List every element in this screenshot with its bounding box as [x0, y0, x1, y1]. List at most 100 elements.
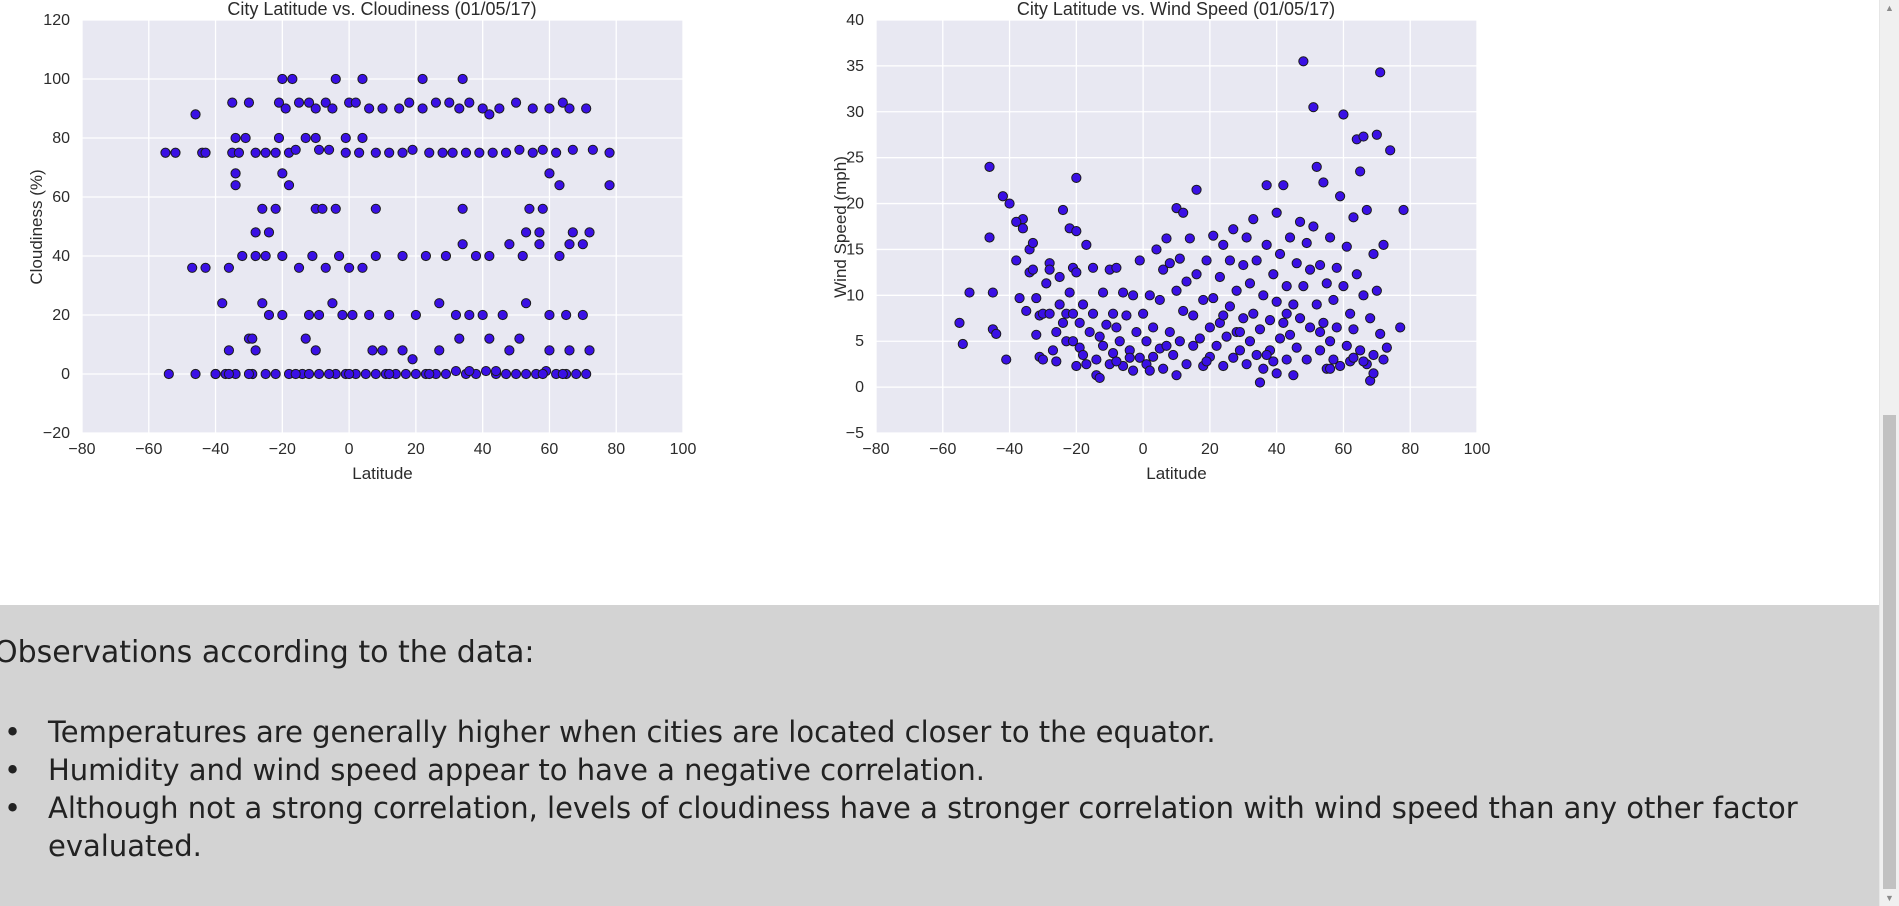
- data-point: [1258, 363, 1269, 374]
- scroll-down-arrow-icon[interactable]: ▼: [1885, 893, 1894, 903]
- observation-text: Temperatures are generally higher when c…: [48, 715, 1216, 749]
- scroll-up-arrow-icon[interactable]: ▲: [1885, 3, 1894, 13]
- data-point: [303, 368, 315, 380]
- x-tick-label: 80: [1401, 441, 1419, 458]
- data-point: [1211, 340, 1222, 351]
- data-point: [964, 287, 975, 298]
- data-point: [1284, 232, 1296, 243]
- data-point: [384, 309, 395, 321]
- data-point: [1067, 336, 1079, 347]
- data-point: [1198, 294, 1209, 306]
- y-tick-label: 30: [846, 104, 864, 121]
- x-tick-label: −60: [135, 441, 162, 458]
- data-point: [1044, 264, 1055, 275]
- data-point: [1324, 232, 1336, 243]
- data-point: [1171, 285, 1182, 296]
- data-point: [1381, 342, 1392, 353]
- data-point: [460, 147, 472, 158]
- data-point: [581, 368, 592, 380]
- data-point: [1218, 239, 1229, 250]
- data-point: [1268, 269, 1279, 280]
- data-point: [273, 97, 285, 108]
- data-point: [604, 147, 615, 158]
- data-point: [484, 250, 495, 262]
- data-point: [567, 144, 578, 155]
- data-point: [317, 203, 328, 214]
- data-point: [1047, 345, 1059, 356]
- data-point: [1298, 56, 1309, 67]
- data-point: [1251, 349, 1262, 361]
- data-point: [300, 333, 311, 344]
- data-point: [243, 368, 255, 380]
- data-point: [277, 73, 288, 85]
- data-point: [377, 345, 388, 356]
- data-point: [1004, 198, 1015, 209]
- data-point: [303, 97, 315, 108]
- data-point: [1141, 336, 1152, 347]
- data-point: [223, 262, 235, 273]
- data-point: [300, 132, 311, 144]
- data-point: [1251, 255, 1262, 266]
- data-point: [260, 368, 271, 380]
- data-point: [551, 147, 562, 158]
- data-point: [1271, 296, 1282, 307]
- data-point: [434, 345, 445, 356]
- data-point: [370, 203, 381, 214]
- y-tick-label: 5: [855, 333, 864, 350]
- data-point: [1358, 356, 1369, 367]
- data-point: [370, 250, 381, 262]
- data-point: [417, 73, 428, 85]
- x-tick-label: 100: [670, 441, 697, 458]
- data-point: [1324, 336, 1336, 347]
- data-point: [1365, 313, 1376, 324]
- data-point: [424, 368, 435, 380]
- data-point: [1127, 290, 1139, 301]
- data-point: [554, 250, 565, 262]
- data-point: [310, 345, 321, 356]
- data-point: [1318, 317, 1329, 328]
- data-point: [437, 147, 448, 158]
- data-point: [1111, 322, 1122, 333]
- data-point: [500, 147, 512, 158]
- observations-section: Observations according to the data: • Tem…: [0, 605, 1880, 906]
- data-point: [1054, 299, 1065, 310]
- data-point: [957, 338, 968, 350]
- vertical-scrollbar[interactable]: ▲ ▼: [1879, 0, 1899, 906]
- data-point: [1371, 285, 1382, 296]
- data-point: [1081, 239, 1092, 250]
- data-point: [587, 144, 598, 155]
- data-point: [477, 309, 488, 321]
- data-point: [397, 250, 408, 262]
- data-point: [1335, 191, 1346, 202]
- data-point: [384, 368, 395, 380]
- data-point: [240, 132, 251, 144]
- data-point: [524, 203, 535, 214]
- data-point: [330, 73, 341, 85]
- data-point: [494, 103, 505, 114]
- data-point: [277, 309, 288, 321]
- scrollbar-thumb[interactable]: [1883, 415, 1896, 889]
- data-point: [1254, 324, 1266, 335]
- data-point: [1328, 294, 1339, 306]
- data-point: [1037, 354, 1049, 365]
- data-point: [227, 97, 238, 108]
- data-point: [1234, 326, 1246, 338]
- data-point: [1188, 340, 1199, 351]
- data-point: [210, 368, 221, 380]
- data-point: [1281, 354, 1292, 365]
- data-point: [457, 239, 468, 250]
- data-point: [400, 368, 411, 380]
- data-point: [1134, 352, 1145, 363]
- data-point: [1091, 354, 1102, 365]
- data-point: [320, 97, 331, 108]
- data-point: [257, 298, 268, 309]
- data-point: [457, 203, 468, 214]
- data-point: [1294, 313, 1306, 324]
- data-point: [410, 309, 421, 321]
- data-point: [544, 345, 555, 356]
- data-point: [270, 368, 281, 380]
- data-point: [440, 368, 452, 380]
- y-tick-label: 0: [855, 379, 864, 396]
- data-point: [333, 250, 345, 262]
- y-tick-label: 15: [846, 241, 864, 258]
